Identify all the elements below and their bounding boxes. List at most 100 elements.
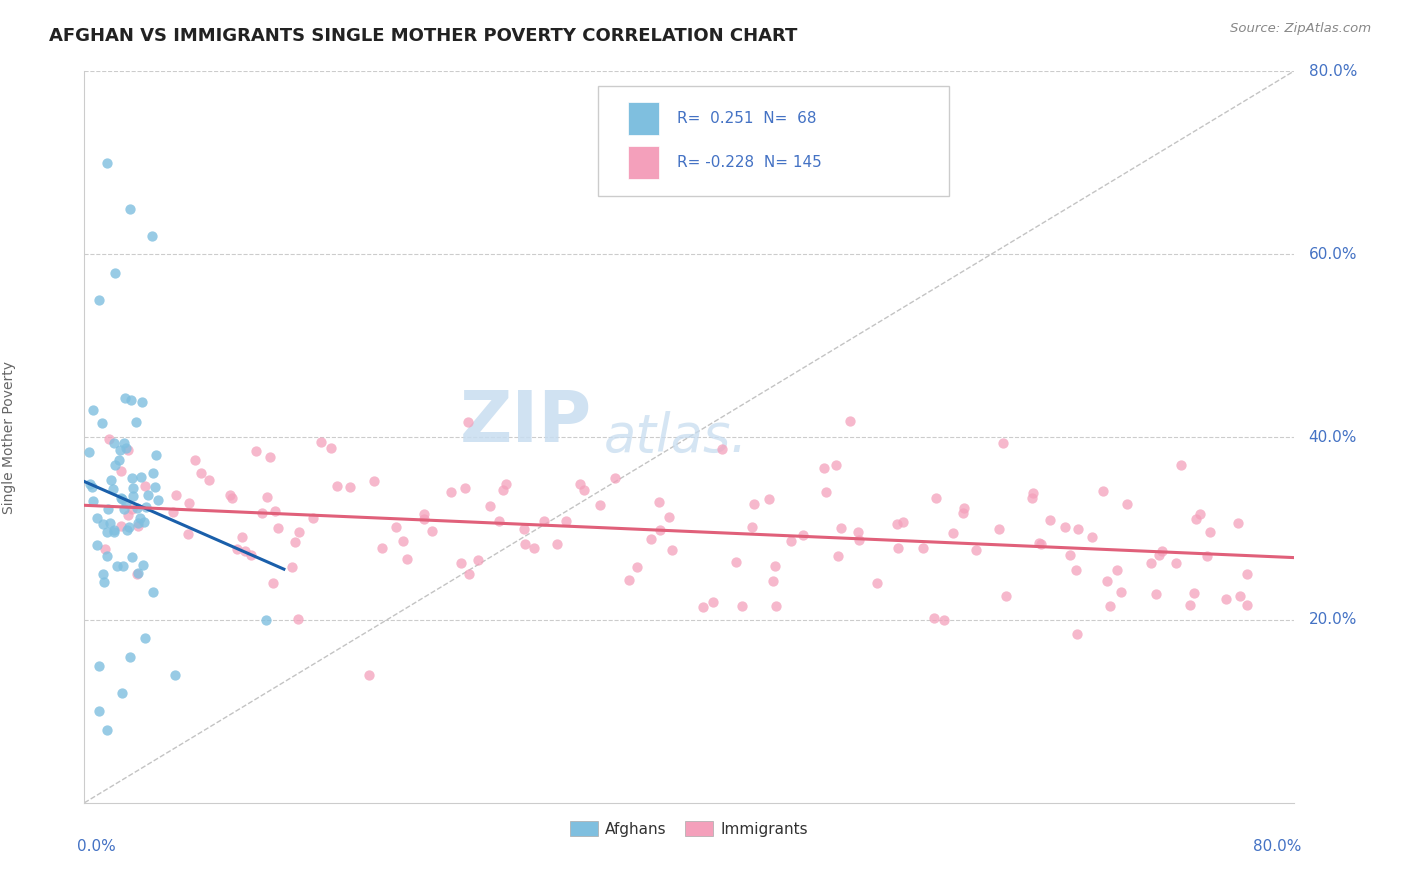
Point [1067, 522, 1090, 536]
Point [572, 483, 595, 498]
Point [965, 542, 987, 557]
Text: 0.0%: 0.0% [77, 839, 115, 855]
Text: R=  0.251  N=  68: R= 0.251 N= 68 [676, 112, 817, 127]
Point [942, 526, 965, 541]
Point [245, 443, 267, 458]
Point [413, 508, 436, 522]
Text: ZIP: ZIP [460, 388, 592, 457]
Text: atlas.: atlas. [605, 411, 748, 463]
Point [98, 516, 121, 531]
Point [866, 575, 889, 590]
Point [118, 202, 141, 216]
Point [177, 527, 200, 541]
Point [1116, 497, 1139, 511]
Point [117, 443, 139, 458]
Point [89, 658, 111, 673]
Text: 40.0%: 40.0% [1309, 430, 1357, 444]
Point [492, 483, 515, 497]
Point [82, 403, 104, 417]
Point [1095, 574, 1118, 588]
Point [104, 458, 127, 472]
Point [100, 473, 122, 487]
Point [121, 549, 143, 564]
Point [1147, 548, 1170, 562]
Point [134, 632, 156, 646]
Point [1059, 548, 1081, 562]
Point [827, 549, 849, 563]
Point [125, 567, 148, 582]
Point [112, 502, 135, 516]
Point [1185, 512, 1208, 526]
Point [94, 541, 117, 556]
Point [112, 436, 135, 450]
Point [166, 488, 188, 502]
Point [603, 471, 626, 485]
Point [302, 511, 325, 525]
Point [648, 524, 671, 538]
Point [731, 599, 754, 613]
Point [288, 524, 311, 539]
Point [1066, 627, 1088, 641]
Point [93, 574, 115, 589]
Text: Source: ZipAtlas.com: Source: ZipAtlas.com [1230, 22, 1371, 36]
Point [103, 524, 125, 538]
Point [458, 567, 481, 582]
Point [830, 521, 852, 535]
Point [101, 482, 124, 496]
Point [692, 600, 714, 615]
Point [82, 494, 104, 508]
Point [233, 544, 256, 558]
Point [115, 524, 138, 538]
Point [1028, 536, 1050, 550]
Point [115, 441, 138, 455]
Point [131, 469, 153, 483]
Point [89, 705, 111, 719]
Text: 80.0%: 80.0% [1309, 64, 1357, 78]
Point [108, 442, 131, 457]
Point [91, 416, 114, 430]
Point [111, 559, 134, 574]
Point [742, 497, 765, 511]
Point [221, 491, 243, 505]
Point [110, 464, 132, 478]
Point [254, 613, 277, 627]
Point [846, 524, 869, 539]
Point [141, 229, 163, 244]
Point [239, 549, 262, 563]
Point [122, 489, 145, 503]
Point [991, 435, 1014, 450]
Point [115, 496, 138, 510]
Point [1144, 587, 1167, 601]
Point [457, 415, 479, 429]
Point [142, 585, 165, 599]
Point [127, 566, 149, 581]
Point [1164, 556, 1187, 570]
Point [922, 611, 945, 625]
Point [765, 599, 787, 613]
Point [105, 559, 128, 574]
Point [912, 541, 935, 555]
Point [110, 519, 132, 533]
Point [287, 612, 309, 626]
Point [995, 589, 1018, 603]
Point [1236, 599, 1258, 613]
Point [1092, 484, 1115, 499]
Point [184, 453, 207, 467]
Point [385, 519, 408, 533]
Point [136, 488, 159, 502]
FancyBboxPatch shape [599, 86, 949, 195]
Point [1140, 556, 1163, 570]
Point [198, 473, 221, 487]
Point [741, 520, 763, 534]
Point [533, 514, 555, 528]
Point [135, 500, 157, 514]
Point [117, 508, 139, 522]
Point [125, 500, 148, 515]
Point [1022, 486, 1045, 500]
Point [953, 501, 976, 516]
Point [121, 470, 143, 484]
Point [89, 293, 111, 307]
Point [1188, 507, 1211, 521]
Point [371, 541, 394, 555]
Point [114, 392, 136, 406]
